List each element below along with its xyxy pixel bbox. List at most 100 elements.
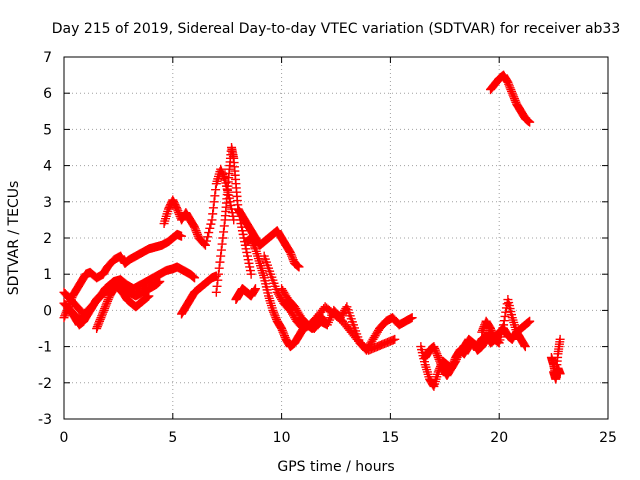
data-point <box>525 316 535 326</box>
data-point <box>266 298 276 308</box>
y-tick-label: -2 <box>38 376 52 392</box>
data-point <box>219 227 229 237</box>
data-point <box>422 365 432 375</box>
series-track-q <box>485 70 535 127</box>
series-track-a <box>59 229 187 323</box>
data-point <box>499 316 509 326</box>
y-tick-label: -1 <box>38 340 52 356</box>
data-point <box>525 117 535 127</box>
data-point <box>208 203 218 213</box>
y-tick-label: 6 <box>43 86 52 102</box>
series-track-d <box>66 276 154 330</box>
data-point <box>122 287 132 297</box>
data-point <box>294 262 304 272</box>
x-tick-label: 0 <box>60 430 69 446</box>
data-point <box>215 257 225 267</box>
data-point <box>254 256 264 266</box>
data-point <box>555 334 565 344</box>
data-point <box>212 281 222 291</box>
y-tick-label: -3 <box>38 412 52 428</box>
data-point <box>502 299 512 309</box>
data-point <box>509 317 519 327</box>
data-point <box>508 315 518 325</box>
data-point <box>161 214 171 224</box>
data-point <box>265 296 275 306</box>
data-point <box>213 269 223 279</box>
series-track-e <box>92 276 132 333</box>
data-point <box>160 216 170 226</box>
series-track-k <box>259 251 400 355</box>
data-point <box>422 367 432 377</box>
data-point <box>500 311 510 321</box>
data-point <box>407 313 417 323</box>
data-point <box>211 271 221 281</box>
data-point <box>214 263 224 273</box>
data-point <box>216 251 226 261</box>
data-point <box>421 362 431 372</box>
data-point <box>211 287 221 297</box>
x-tick-label: 15 <box>381 430 399 446</box>
data-point <box>520 340 530 350</box>
y-tick-label: 5 <box>43 122 52 138</box>
x-tick-label: 10 <box>273 430 291 446</box>
data-point <box>255 258 265 268</box>
y-tick-label: 4 <box>43 159 52 175</box>
series-track-p <box>477 295 530 352</box>
data-point <box>213 275 223 285</box>
data-point <box>211 179 221 189</box>
data-point <box>206 219 216 229</box>
data-point <box>210 191 220 201</box>
data-point <box>155 276 165 286</box>
data-point <box>555 369 565 379</box>
data-point <box>390 334 400 344</box>
series-track-o <box>420 316 535 381</box>
data-point <box>267 303 277 313</box>
data-points <box>59 70 565 391</box>
x-tick-labels: 0 5 10 15 20 25 <box>60 430 617 446</box>
x-tick-label: 25 <box>599 430 617 446</box>
y-axis-label: SDTVAR / TECUs <box>6 181 22 296</box>
data-point <box>217 239 227 249</box>
series-track-l <box>277 284 417 355</box>
data-point <box>209 197 219 207</box>
data-point <box>207 215 217 225</box>
data-point <box>246 269 256 279</box>
grid <box>64 57 608 419</box>
data-point <box>161 211 171 221</box>
data-point <box>258 268 268 278</box>
series-track-h <box>211 143 256 297</box>
data-point <box>218 233 228 243</box>
data-point <box>266 301 276 311</box>
data-point <box>162 209 172 219</box>
y-tick-label: 1 <box>43 267 52 283</box>
data-point <box>159 219 169 229</box>
chart-title: Day 215 of 2019, Sidereal Day-to-day VTE… <box>52 21 621 37</box>
data-point <box>258 270 268 280</box>
y-tick-label: 0 <box>43 303 52 319</box>
data-point <box>208 209 218 219</box>
data-point <box>520 342 530 352</box>
x-axis-label: GPS time / hours <box>277 459 394 475</box>
ticks <box>63 56 609 420</box>
data-point <box>204 228 214 238</box>
y-tick-label: 3 <box>43 195 52 211</box>
data-point <box>219 221 229 231</box>
series-track-i <box>233 204 304 272</box>
series-track-m <box>231 284 260 305</box>
data-point <box>250 285 260 295</box>
data-point <box>264 293 274 303</box>
data-point <box>216 245 226 255</box>
data-point <box>190 273 200 283</box>
data-point <box>177 231 187 241</box>
series-track-s <box>549 363 565 384</box>
data-point <box>205 223 215 233</box>
y-tick-labels: -3 -2 -1 0 1 2 3 4 5 6 7 <box>38 50 52 428</box>
data-point <box>250 242 260 252</box>
x-tick-label: 20 <box>490 430 508 446</box>
data-point <box>211 185 221 195</box>
data-point <box>200 240 210 250</box>
data-point <box>250 284 260 294</box>
data-point <box>252 249 262 259</box>
y-tick-label: 2 <box>43 231 52 247</box>
data-point <box>121 286 131 296</box>
